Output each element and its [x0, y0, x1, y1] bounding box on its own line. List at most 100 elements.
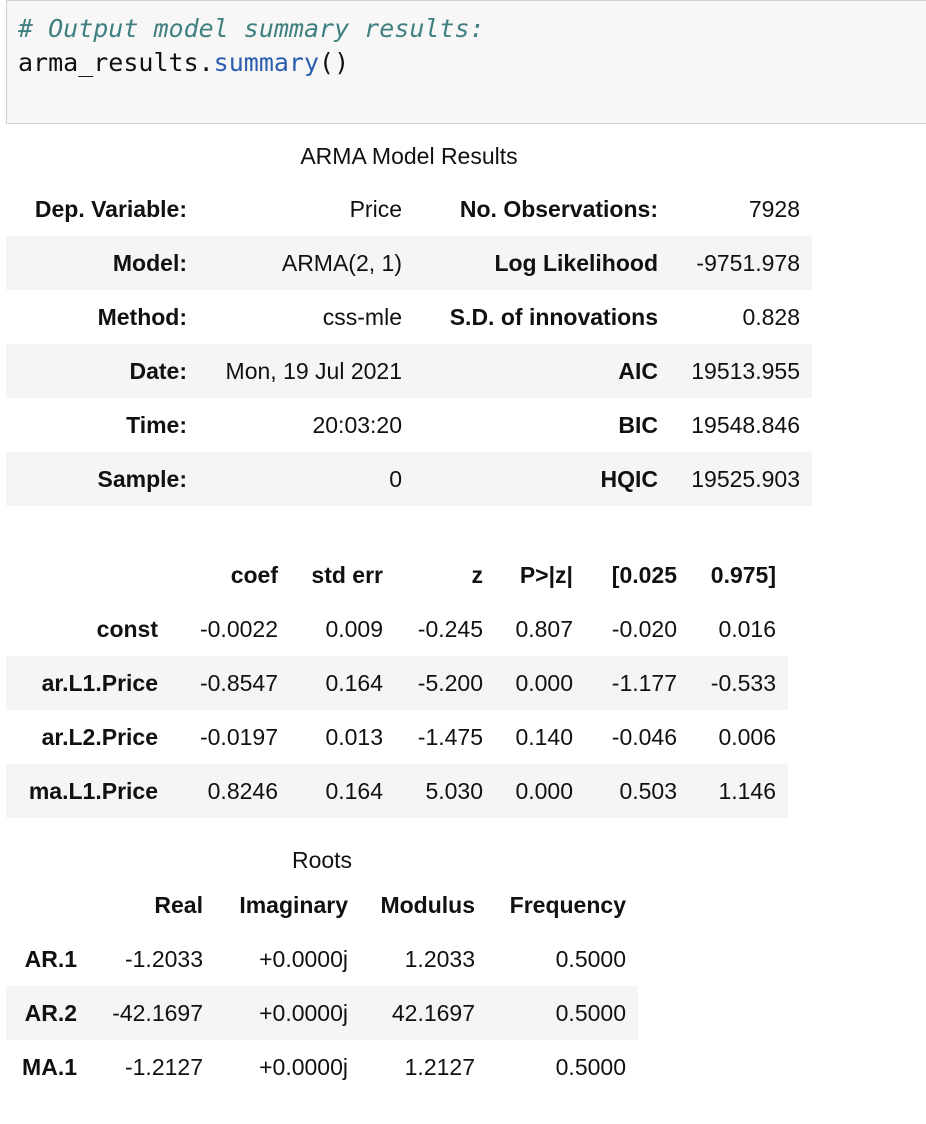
summary-label: Dep. Variable:: [34, 195, 187, 222]
summary-label: BIC: [618, 411, 658, 438]
table-cell: -1.2127: [124, 1053, 203, 1080]
code-comment: # Output model summary results:: [18, 14, 485, 43]
code-call-parens: (): [319, 48, 350, 77]
table-row: AR.2 -42.1697 +0.0000j 42.1697 0.5000: [6, 986, 638, 1040]
summary-value: Price: [349, 195, 402, 222]
table-row: Time: 20:03:20 BIC 19548.846: [6, 398, 812, 452]
table-cell: 0.5000: [555, 945, 626, 972]
row-label: AR.2: [24, 999, 77, 1026]
summary-value: Mon, 19 Jul 2021: [225, 357, 402, 384]
column-header: coef: [230, 561, 278, 588]
table-cell: 42.1697: [391, 999, 475, 1026]
column-header: Real: [154, 891, 203, 918]
table-row: Date: Mon, 19 Jul 2021 AIC 19513.955: [6, 344, 812, 398]
summary-label: Model:: [112, 249, 187, 276]
table-cell: 0.807: [515, 615, 573, 642]
row-label: ar.L1.Price: [41, 669, 158, 696]
summary-label: Time:: [126, 411, 187, 438]
row-label: ma.L1.Price: [28, 777, 158, 804]
table-cell: 0.5000: [555, 999, 626, 1026]
summary-label: Date:: [129, 357, 187, 384]
summary-value: -9751.978: [696, 249, 800, 276]
column-header: Modulus: [380, 891, 475, 918]
row-label: MA.1: [22, 1053, 77, 1080]
table-cell: -0.020: [611, 615, 677, 642]
table-cell: 0.016: [718, 615, 776, 642]
roots-caption: Roots: [291, 847, 353, 873]
column-header: Frequency: [509, 891, 626, 918]
table-cell: 5.030: [425, 777, 483, 804]
table-cell: 0.000: [515, 669, 573, 696]
table-cell: -1.475: [417, 723, 483, 750]
table-cell: -1.2033: [124, 945, 203, 972]
table-cell: 0.164: [325, 669, 383, 696]
table-row: const -0.0022 0.009 -0.245 0.807 -0.020 …: [6, 602, 788, 656]
table-cell: 0.000: [515, 777, 573, 804]
summary-value: 0: [389, 465, 402, 492]
table-cell: 0.006: [718, 723, 776, 750]
table-row: Method: css-mle S.D. of innovations 0.82…: [6, 290, 812, 344]
table-row: Dep. Variable: Price No. Observations: 7…: [6, 182, 812, 236]
table-cell: 0.013: [325, 723, 383, 750]
table-row: ar.L2.Price -0.0197 0.013 -1.475 0.140 -…: [6, 710, 788, 764]
table-row: MA.1 -1.2127 +0.0000j 1.2127 0.5000: [6, 1040, 638, 1094]
roots-table: Roots Real Imaginary Modulus Frequency A…: [6, 832, 638, 1094]
table-row: ar.L1.Price -0.8547 0.164 -5.200 0.000 -…: [6, 656, 788, 710]
table-cell: +0.0000j: [259, 999, 348, 1026]
summary-table: ARMA Model Results Dep. Variable: Price …: [6, 130, 812, 506]
summary-value: css-mle: [322, 303, 402, 330]
table-cell: 0.5000: [555, 1053, 626, 1080]
table-cell: -5.200: [417, 669, 483, 696]
summary-label: Sample:: [97, 465, 187, 492]
column-header: z: [471, 561, 484, 588]
table-cell: 1.2033: [404, 945, 475, 972]
summary-value: 19548.846: [691, 411, 800, 438]
table-row: Sample: 0 HQIC 19525.903: [6, 452, 812, 506]
row-label: const: [96, 615, 158, 642]
table-cell: -0.533: [710, 669, 776, 696]
table-cell: -0.046: [611, 723, 677, 750]
table-cell: 0.503: [619, 777, 677, 804]
column-header: 0.975]: [710, 561, 776, 588]
table-row: Model: ARMA(2, 1) Log Likelihood -9751.9…: [6, 236, 812, 290]
table-row: AR.1 -1.2033 +0.0000j 1.2033 0.5000: [6, 932, 638, 986]
summary-label: AIC: [618, 357, 658, 384]
column-header: [0.025: [611, 561, 677, 588]
summary-label: S.D. of innovations: [449, 303, 658, 330]
summary-label: Log Likelihood: [494, 249, 658, 276]
code-object: arma_results.: [18, 48, 214, 77]
row-label: ar.L2.Price: [41, 723, 158, 750]
column-header: Imaginary: [239, 891, 348, 918]
summary-label: Method:: [97, 303, 187, 330]
summary-value: 19525.903: [691, 465, 800, 492]
row-label: AR.1: [24, 945, 77, 972]
summary-value: 7928: [748, 195, 800, 222]
summary-label: No. Observations:: [459, 195, 658, 222]
table-cell: +0.0000j: [259, 1053, 348, 1080]
column-header: [6, 548, 170, 602]
code-method: summary: [213, 48, 320, 77]
table-cell: 1.146: [718, 777, 776, 804]
table-cell: -1.177: [611, 669, 677, 696]
summary-caption: ARMA Model Results: [300, 143, 518, 169]
coefficients-table: coef std err z P>|z| [0.025 0.975] const…: [6, 548, 788, 818]
column-header: std err: [311, 561, 383, 588]
table-cell: 0.164: [325, 777, 383, 804]
table-cell: -0.8547: [199, 669, 278, 696]
summary-value: 19513.955: [691, 357, 800, 384]
table-header-row: Real Imaginary Modulus Frequency: [6, 878, 638, 932]
summary-value: 20:03:20: [312, 411, 402, 438]
table-cell: -0.245: [417, 615, 483, 642]
column-header: P>|z|: [519, 561, 573, 588]
summary-value: ARMA(2, 1): [281, 249, 402, 276]
table-cell: 0.8246: [207, 777, 278, 804]
summary-label: HQIC: [600, 465, 659, 492]
table-header-row: coef std err z P>|z| [0.025 0.975]: [6, 548, 788, 602]
code-statement: arma_results.summary(): [18, 48, 349, 78]
table-cell: 0.140: [515, 723, 573, 750]
table-cell: 0.009: [325, 615, 383, 642]
code-input-cell[interactable]: # Output model summary results: arma_res…: [6, 0, 926, 124]
column-header: [6, 878, 89, 932]
table-cell: -42.1697: [112, 999, 203, 1026]
table-cell: -0.0197: [199, 723, 278, 750]
